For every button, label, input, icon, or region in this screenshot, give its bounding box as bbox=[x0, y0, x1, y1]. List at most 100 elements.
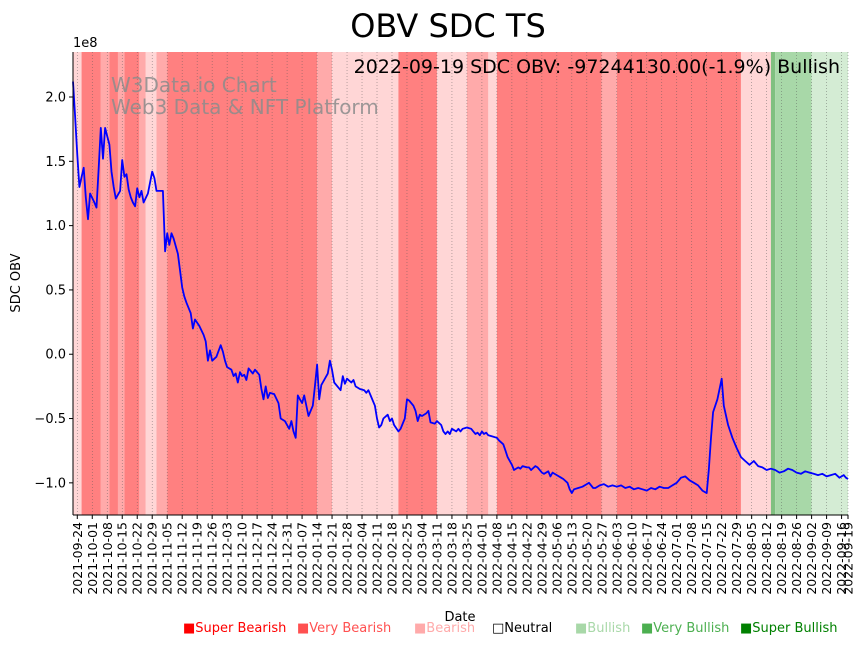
x-tick-label: 2022-02-11 bbox=[370, 522, 385, 595]
legend-marker: ■ bbox=[740, 621, 753, 636]
x-tick-label: 2022-01-14 bbox=[310, 522, 325, 595]
y-tick-label: −1.0 bbox=[34, 476, 66, 491]
y-tick-label: 0.5 bbox=[45, 283, 66, 298]
legend-marker: ■ bbox=[183, 621, 196, 636]
y-axis-ticks: −1.0 −0.5 0.0 0.5 1.0 1.5 2.0 bbox=[34, 91, 73, 491]
legend-label: Bearish bbox=[426, 621, 476, 636]
x-tick-label: 2021-10-22 bbox=[130, 522, 145, 595]
x-tick-label: 2022-01-28 bbox=[340, 522, 355, 595]
x-tick-label: 2022-03-11 bbox=[429, 522, 444, 595]
x-tick-label: 2022-09-09 bbox=[819, 522, 834, 595]
x-tick-label: 2022-03-04 bbox=[414, 522, 429, 595]
x-tick-label: 2022-01-07 bbox=[295, 522, 310, 595]
x-tick-label: 2022-05-06 bbox=[549, 522, 564, 595]
band-neutral_bearish bbox=[488, 52, 497, 515]
x-tick-label: 2021-11-12 bbox=[175, 522, 190, 595]
band-bearish bbox=[317, 52, 333, 515]
x-tick-label: 2021-12-03 bbox=[220, 522, 235, 595]
legend-item-very-bearish: ■Very Bearish bbox=[297, 621, 391, 636]
band-bearish bbox=[117, 52, 125, 515]
y-axis-label: SDC OBV bbox=[9, 253, 24, 312]
x-tick-label: 2021-12-31 bbox=[280, 522, 295, 595]
x-tick-label: 2022-08-19 bbox=[774, 522, 789, 595]
x-tick-label: 2022-01-21 bbox=[325, 522, 340, 595]
watermark-line-1: W3Data.io Chart bbox=[111, 73, 277, 97]
legend-item-very-bullish: ■Very Bullish bbox=[641, 621, 729, 636]
chart-title: OBV SDC TS bbox=[350, 7, 546, 45]
legend-item-super-bullish: ■Super Bullish bbox=[740, 621, 838, 636]
legend-label: Bullish bbox=[587, 621, 631, 636]
x-tick-label: 2021-10-15 bbox=[115, 522, 130, 595]
x-tick-label: 2022-06-03 bbox=[609, 522, 624, 595]
x-tick-label: 2022-04-15 bbox=[504, 522, 519, 595]
x-tick-label: 2022-03-25 bbox=[459, 522, 474, 595]
x-tick-label: 2021-11-05 bbox=[160, 522, 175, 595]
x-tick-label: 2022-07-29 bbox=[729, 522, 744, 595]
x-tick-label: 2022-03-18 bbox=[444, 522, 459, 595]
band-bearish bbox=[139, 52, 146, 515]
legend-item-bearish: ■Bearish bbox=[414, 621, 475, 636]
x-tick-label: 2022-05-27 bbox=[594, 522, 609, 595]
x-tick-label: 2022-09-16 bbox=[834, 522, 849, 595]
x-tick-label: 2022-06-10 bbox=[624, 522, 639, 595]
x-tick-label: 2021-12-24 bbox=[265, 522, 280, 595]
x-tick-label: 2022-07-01 bbox=[669, 522, 684, 595]
band-very_bearish bbox=[496, 52, 602, 515]
x-tick-label: 2022-08-12 bbox=[759, 522, 774, 595]
obv-line-group bbox=[72, 81, 849, 495]
band-bearish bbox=[100, 52, 110, 515]
x-tick-label: 2021-11-19 bbox=[190, 522, 205, 595]
legend-item-bullish: ■Bullish bbox=[575, 621, 630, 636]
status-annotation: 2022-09-19 SDC OBV: -97244130.00(-1.9%) … bbox=[354, 56, 840, 78]
y-tick-label: 1.0 bbox=[45, 219, 66, 234]
y-offset-label: 1e8 bbox=[73, 36, 98, 51]
y-tick-label: 0.0 bbox=[45, 348, 66, 363]
watermark-line-2: Web3 Data & NFT Platform bbox=[111, 95, 379, 119]
band-bearish bbox=[466, 52, 489, 515]
x-tick-label: 2022-08-05 bbox=[744, 522, 759, 595]
x-tick-label: 2022-02-18 bbox=[384, 522, 399, 595]
y-tick-label: 2.0 bbox=[45, 91, 66, 106]
band-neutral_bearish bbox=[740, 52, 771, 515]
legend-label: Very Bullish bbox=[653, 621, 730, 636]
band-neutral_bearish bbox=[332, 52, 399, 515]
legend-item-super-bearish: ■Super Bearish bbox=[183, 621, 286, 636]
band-very_bearish bbox=[398, 52, 437, 515]
x-tick-label: 2022-07-15 bbox=[699, 522, 714, 595]
x-tick-label: 2022-06-17 bbox=[639, 522, 654, 595]
x-tick-label: 2021-10-08 bbox=[100, 522, 115, 595]
x-tick-label: 2021-10-29 bbox=[145, 522, 160, 595]
x-tick-label: 2022-06-24 bbox=[654, 522, 669, 595]
band-very_bearish bbox=[109, 52, 118, 515]
legend-marker: ■ bbox=[414, 621, 427, 636]
x-tick-label: 2022-04-29 bbox=[534, 522, 549, 595]
x-axis-ticks: 2021-09-24 2021-10-01 2021-10-08 2021-10-15… bbox=[70, 515, 856, 595]
x-tick-label: 2021-11-26 bbox=[205, 522, 220, 595]
legend-label: Super Bearish bbox=[195, 621, 287, 636]
x-tick-label: 2022-02-04 bbox=[355, 522, 370, 595]
x-tick-label: 2022-04-22 bbox=[519, 522, 534, 595]
band-very_bearish bbox=[616, 52, 741, 515]
x-tick-label: 2022-07-22 bbox=[714, 522, 729, 595]
band-very_bearish bbox=[81, 52, 101, 515]
x-tick-label: 2022-08-26 bbox=[789, 522, 804, 595]
x-axis-label: Date bbox=[444, 610, 475, 625]
band-bearish bbox=[601, 52, 617, 515]
y-tick-label: 1.5 bbox=[45, 155, 66, 170]
x-tick-label: 2022-04-01 bbox=[474, 522, 489, 595]
x-tick-label: 2022-05-13 bbox=[564, 522, 579, 595]
x-tick-label: 2021-10-01 bbox=[85, 522, 100, 595]
x-tick-label: 2022-09-19 bbox=[841, 522, 856, 595]
legend-item-neutral: □Neutral bbox=[492, 621, 552, 636]
x-tick-label: 2022-07-08 bbox=[684, 522, 699, 595]
legend-marker: □ bbox=[492, 621, 505, 636]
band-bearish bbox=[156, 52, 168, 515]
band-neutral_bearish bbox=[145, 52, 157, 515]
legend-marker: ■ bbox=[297, 621, 310, 636]
legend-marker: ■ bbox=[575, 621, 588, 636]
x-tick-label: 2022-05-20 bbox=[579, 522, 594, 595]
band-light_bullish bbox=[811, 52, 848, 515]
signal-bands bbox=[73, 52, 848, 515]
band-very_bullish bbox=[770, 52, 776, 515]
